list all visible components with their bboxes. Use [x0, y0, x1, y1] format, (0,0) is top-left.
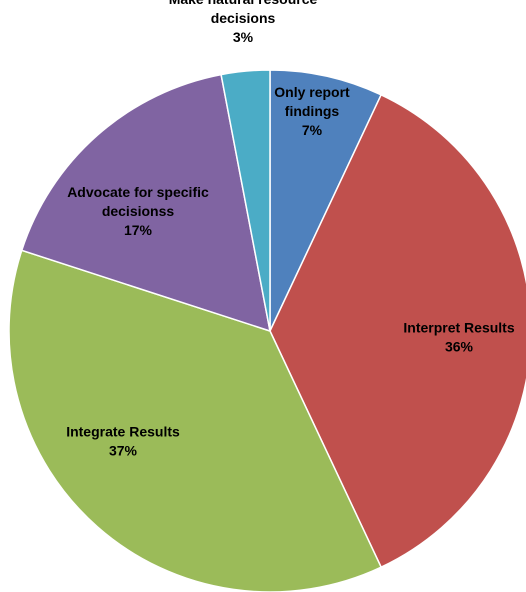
- pie-slice-5: [220, 69, 271, 332]
- slice-label-2: Interpret Results 36%: [403, 320, 514, 355]
- slice-label-line: Make natural resource: [169, 0, 318, 7]
- slice-percent: 3%: [233, 29, 254, 45]
- pie-slice-2: [269, 93, 526, 569]
- slice-label-4: Advocate for specific decisionss 17%: [67, 184, 209, 238]
- slice-label-line: decisions: [211, 10, 276, 26]
- pie-slices: [8, 69, 526, 592]
- slice-label-line: Advocate for specific: [67, 184, 209, 200]
- slice-label-line: Integrate Results: [66, 424, 180, 440]
- slice-label-line: decisionss: [102, 203, 175, 219]
- slice-label-1: Only report findings 7%: [274, 84, 350, 138]
- slice-label-5: Make natural resource decisions 3%: [169, 0, 318, 45]
- pie-slice-1: [269, 69, 383, 332]
- slice-label-line: Only report: [274, 84, 350, 100]
- slice-percent: 37%: [109, 443, 138, 459]
- slice-percent: 17%: [124, 222, 153, 238]
- slice-label-3: Integrate Results 37%: [66, 424, 180, 459]
- slice-label-line: findings: [285, 103, 340, 119]
- slice-percent: 36%: [445, 339, 474, 355]
- slice-percent: 7%: [302, 122, 323, 138]
- slice-label-line: Interpret Results: [403, 320, 514, 336]
- pie-slice-3: [8, 249, 383, 592]
- pie-labels: Only report findings 7% Interpret Results 36…: [66, 0, 515, 459]
- pie-slice-4: [20, 73, 271, 333]
